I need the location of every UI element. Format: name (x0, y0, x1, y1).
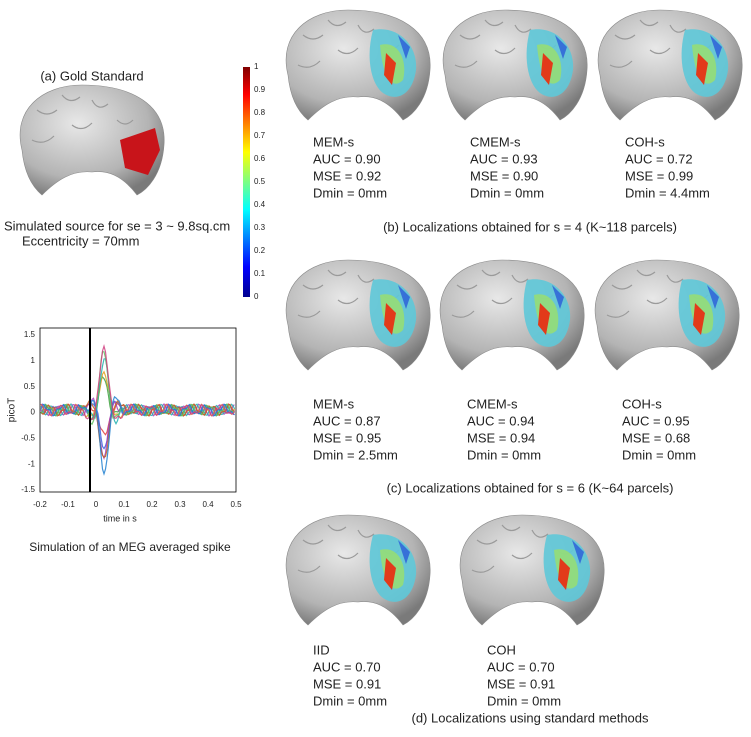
waveform-trace (40, 357, 236, 426)
colorbar-tick-label: 1 (254, 62, 259, 71)
metric: Dmin = 0mm (467, 447, 541, 462)
colorbar-tick-label: 0.4 (254, 200, 266, 209)
metric: AUC = 0.93 (470, 151, 538, 166)
panel-title: (a) Gold Standard (40, 68, 143, 83)
x-tick-label: 0.4 (202, 500, 214, 509)
colorbar-tick-label: 0.8 (254, 108, 266, 117)
x-tick-label: 0.3 (174, 500, 186, 509)
method-name: CMEM-s (467, 396, 518, 411)
metric: MSE = 0.94 (467, 430, 535, 445)
metric: MSE = 0.99 (625, 168, 693, 183)
metric: AUC = 0.95 (622, 413, 690, 428)
x-tick-label: 0.5 (230, 500, 242, 509)
x-tick-label: -0.2 (33, 500, 47, 509)
section-caption: (d) Localizations using standard methods (411, 710, 649, 725)
colorbar-tick-label: 0.3 (254, 223, 266, 232)
metric: Dmin = 0mm (622, 447, 696, 462)
colorbar-tick-label: 0 (254, 292, 259, 301)
method-name: MEM-s (313, 134, 355, 149)
x-tick-label: 0.2 (146, 500, 158, 509)
metric: MSE = 0.91 (313, 676, 381, 691)
metric: Dmin = 0mm (487, 693, 561, 708)
metric: MSE = 0.95 (313, 430, 381, 445)
metric: Dmin = 2.5mm (313, 447, 398, 462)
metric: Dmin = 0mm (313, 185, 387, 200)
colorbar-tick-label: 0.1 (254, 269, 266, 278)
x-tick-label: -0.1 (61, 500, 75, 509)
y-tick-label: 1 (31, 356, 36, 365)
y-tick-label: 0.5 (24, 382, 36, 391)
metric: AUC = 0.70 (487, 659, 555, 674)
metric: AUC = 0.87 (313, 413, 381, 428)
y-tick-label: -1 (28, 459, 36, 468)
colorbar-tick-label: 0.6 (254, 154, 266, 163)
section-caption: (b) Localizations obtained for s = 4 (K~… (383, 219, 677, 234)
colorbar-tick-label: 0.9 (254, 85, 266, 94)
metric: MSE = 0.68 (622, 430, 690, 445)
method-name: CMEM-s (470, 134, 521, 149)
metric: AUC = 0.70 (313, 659, 381, 674)
metric: Dmin = 4.4mm (625, 185, 710, 200)
x-tick-label: 0 (94, 500, 99, 509)
source-patch (120, 128, 160, 175)
metric: MSE = 0.90 (470, 168, 538, 183)
colorbar-tick-label: 0.2 (254, 246, 266, 255)
y-tick-label: -1.5 (21, 485, 35, 494)
waveform-trace (40, 395, 235, 476)
method-name: COH (487, 642, 516, 657)
y-tick-label: 0 (31, 408, 36, 417)
waveform-trace (40, 344, 236, 421)
y-tick-label: -0.5 (21, 433, 35, 442)
caption: Eccentricity = 70mm (22, 233, 139, 248)
method-name: MEM-s (313, 396, 355, 411)
colorbar-tick-label: 0.7 (254, 131, 266, 140)
caption: Simulation of an MEG averaged spike (29, 540, 231, 554)
metric: Dmin = 0mm (470, 185, 544, 200)
colorbar-tick-label: 0.5 (254, 177, 266, 186)
metric: Dmin = 0mm (313, 693, 387, 708)
section-caption: (c) Localizations obtained for s = 6 (K~… (387, 480, 674, 495)
metric: AUC = 0.90 (313, 151, 381, 166)
method-name: COH-s (622, 396, 662, 411)
y-axis-label: picoT (7, 398, 18, 422)
x-axis-label: time in s (103, 513, 137, 523)
x-tick-label: 0.1 (118, 500, 130, 509)
colorbar (243, 67, 250, 297)
method-name: COH-s (625, 134, 665, 149)
metric: AUC = 0.72 (625, 151, 693, 166)
metric: AUC = 0.94 (467, 413, 535, 428)
metric: MSE = 0.92 (313, 168, 381, 183)
caption: Simulated source for se = 3 ~ 9.8sq.cm (4, 218, 230, 233)
y-tick-label: 1.5 (24, 330, 36, 339)
metric: MSE = 0.91 (487, 676, 555, 691)
method-name: IID (313, 642, 330, 657)
